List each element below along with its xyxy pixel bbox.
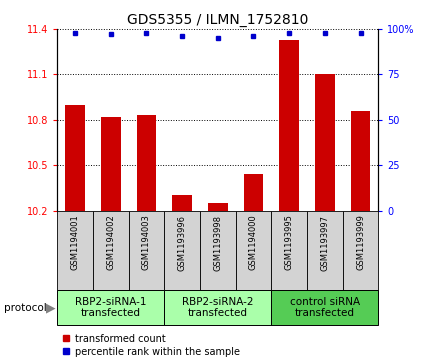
Bar [208,203,227,211]
Text: GSM1194003: GSM1194003 [142,215,151,270]
Bar [93,211,128,290]
Bar [57,290,164,325]
Text: GSM1194002: GSM1194002 [106,215,115,270]
Bar [279,40,299,211]
Bar [164,290,271,325]
Bar [315,74,335,211]
Text: GSM1193996: GSM1193996 [178,215,187,270]
Text: GSM1194000: GSM1194000 [249,215,258,270]
Bar [244,174,263,211]
Bar [57,211,93,290]
Text: protocol: protocol [4,303,47,313]
Title: GDS5355 / ILMN_1752810: GDS5355 / ILMN_1752810 [127,13,308,26]
Bar [101,117,121,211]
Bar [343,211,378,290]
Bar [172,195,192,211]
Legend: transformed count, percentile rank within the sample: transformed count, percentile rank withi… [59,330,244,360]
Bar [65,105,85,211]
Text: GSM1193997: GSM1193997 [320,215,330,270]
Text: GSM1193998: GSM1193998 [213,215,222,270]
Bar [136,115,156,211]
Bar [164,211,200,290]
Text: GSM1194001: GSM1194001 [70,215,80,270]
Text: RBP2-siRNA-1
transfected: RBP2-siRNA-1 transfected [75,297,147,318]
Bar [307,211,343,290]
Bar [271,290,378,325]
Text: ▶: ▶ [46,301,56,314]
Text: GSM1193995: GSM1193995 [285,215,293,270]
Text: GSM1193999: GSM1193999 [356,215,365,270]
Text: RBP2-siRNA-2
transfected: RBP2-siRNA-2 transfected [182,297,253,318]
Bar [236,211,271,290]
Bar [271,211,307,290]
Bar [351,111,370,211]
Bar [200,211,236,290]
Text: control siRNA
transfected: control siRNA transfected [290,297,360,318]
Bar [128,211,164,290]
